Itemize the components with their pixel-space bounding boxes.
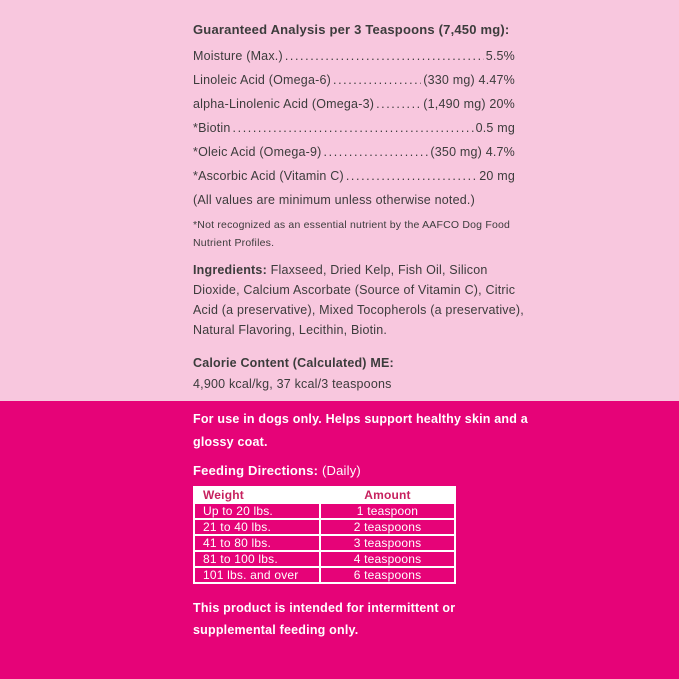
feeding-directions-sublabel: (Daily)	[321, 463, 361, 478]
dot-leader	[285, 44, 484, 68]
minimum-values-note: (All values are minimum unless otherwise…	[193, 193, 475, 207]
feeding-directions-heading: Feeding Directions: (Daily)	[193, 463, 553, 479]
analysis-row: Linoleic Acid (Omega-6) (330 mg) 4.47%	[193, 68, 515, 92]
feeding-table-header-row: Weight Amount	[193, 486, 456, 504]
dot-leader	[324, 140, 429, 164]
weight-column-header: Weight	[193, 486, 321, 504]
amount-cell: 4 teaspoons	[319, 550, 456, 568]
analysis-row-value: 0.5 mg	[475, 121, 515, 135]
analysis-row-value: 20 mg	[479, 169, 515, 183]
dot-leader	[233, 116, 474, 140]
analysis-row-value: (1,490 mg) 20%	[423, 97, 515, 111]
feeding-table-row: Up to 20 lbs. 1 teaspoon	[193, 502, 456, 520]
intermittent-feeding-disclaimer: This product is intended for intermitten…	[193, 601, 456, 637]
analysis-rows: Moisture (Max.) 5.5% Linoleic Acid (Omeg…	[193, 44, 525, 188]
weight-cell: 81 to 100 lbs.	[193, 550, 321, 568]
weight-cell: 21 to 40 lbs.	[193, 518, 321, 536]
guaranteed-analysis-section: Guaranteed Analysis per 3 Teaspoons (7,4…	[0, 0, 679, 401]
feeding-table-row: 81 to 100 lbs. 4 teaspoons	[193, 550, 456, 568]
feeding-table-row: 21 to 40 lbs. 2 teaspoons	[193, 518, 456, 536]
feeding-table: Weight Amount Up to 20 lbs. 1 teaspoon 2…	[193, 486, 456, 584]
top-content: Guaranteed Analysis per 3 Teaspoons (7,4…	[193, 22, 525, 394]
weight-cell: 101 lbs. and over	[193, 566, 321, 584]
amount-cell: 1 teaspoon	[319, 502, 456, 520]
analysis-row: Moisture (Max.) 5.5%	[193, 44, 515, 68]
calorie-content-label: Calorie Content (Calculated) ME:	[193, 356, 394, 370]
amount-cell: 2 teaspoons	[319, 518, 456, 536]
amount-cell: 3 teaspoons	[319, 534, 456, 552]
feeding-table-body: Up to 20 lbs. 1 teaspoon 21 to 40 lbs. 2…	[193, 502, 456, 584]
analysis-row: *Oleic Acid (Omega-9) (350 mg) 4.7%	[193, 140, 515, 164]
amount-cell: 6 teaspoons	[319, 566, 456, 584]
guaranteed-analysis-title: Guaranteed Analysis per 3 Teaspoons (7,4…	[193, 22, 510, 37]
ingredients-text: Flaxseed, Dried Kelp, Fish Oil, Silicon …	[193, 263, 524, 337]
feeding-table-row: 41 to 80 lbs. 3 teaspoons	[193, 534, 456, 552]
feeding-directions-label: Feeding Directions:	[193, 463, 319, 478]
analysis-row-label: Moisture (Max.)	[193, 49, 283, 63]
analysis-row: alpha-Linolenic Acid (Omega-3) (1,490 mg…	[193, 92, 515, 116]
analysis-row-value: (330 mg) 4.47%	[423, 73, 515, 87]
analysis-row-label: *Ascorbic Acid (Vitamin C)	[193, 169, 344, 183]
feeding-table-head: Weight Amount	[193, 486, 456, 504]
feeding-table-row: 101 lbs. and over 6 teaspoons	[193, 566, 456, 584]
analysis-row-label: Linoleic Acid (Omega-6)	[193, 73, 331, 87]
ingredients-label: Ingredients:	[193, 263, 267, 277]
weight-cell: 41 to 80 lbs.	[193, 534, 321, 552]
analysis-row-label: *Biotin	[193, 121, 231, 135]
amount-column-header: Amount	[319, 486, 456, 504]
analysis-row-label: *Oleic Acid (Omega-9)	[193, 145, 322, 159]
analysis-row-label: alpha-Linolenic Acid (Omega-3)	[193, 97, 375, 111]
analysis-row: *Ascorbic Acid (Vitamin C) 20 mg	[193, 164, 515, 188]
dot-leader	[346, 164, 477, 188]
bottom-content: For use in dogs only. Helps support heal…	[193, 408, 553, 641]
dot-leader	[333, 68, 421, 92]
ingredients-paragraph: Ingredients: Flaxseed, Dried Kelp, Fish …	[193, 260, 525, 340]
calorie-content-value: 4,900 kcal/kg, 37 kcal/3 teaspoons	[193, 377, 392, 391]
feeding-directions-section: For use in dogs only. Helps support heal…	[0, 401, 679, 679]
analysis-row-value: (350 mg) 4.7%	[430, 145, 515, 159]
usage-statement: For use in dogs only. Helps support heal…	[193, 412, 528, 449]
weight-cell: Up to 20 lbs.	[193, 502, 321, 520]
analysis-row-value: 5.5%	[485, 49, 515, 63]
aafco-footnote: *Not recognized as an essential nutrient…	[193, 219, 511, 249]
analysis-row: *Biotin 0.5 mg	[193, 116, 515, 140]
dot-leader	[376, 92, 421, 116]
